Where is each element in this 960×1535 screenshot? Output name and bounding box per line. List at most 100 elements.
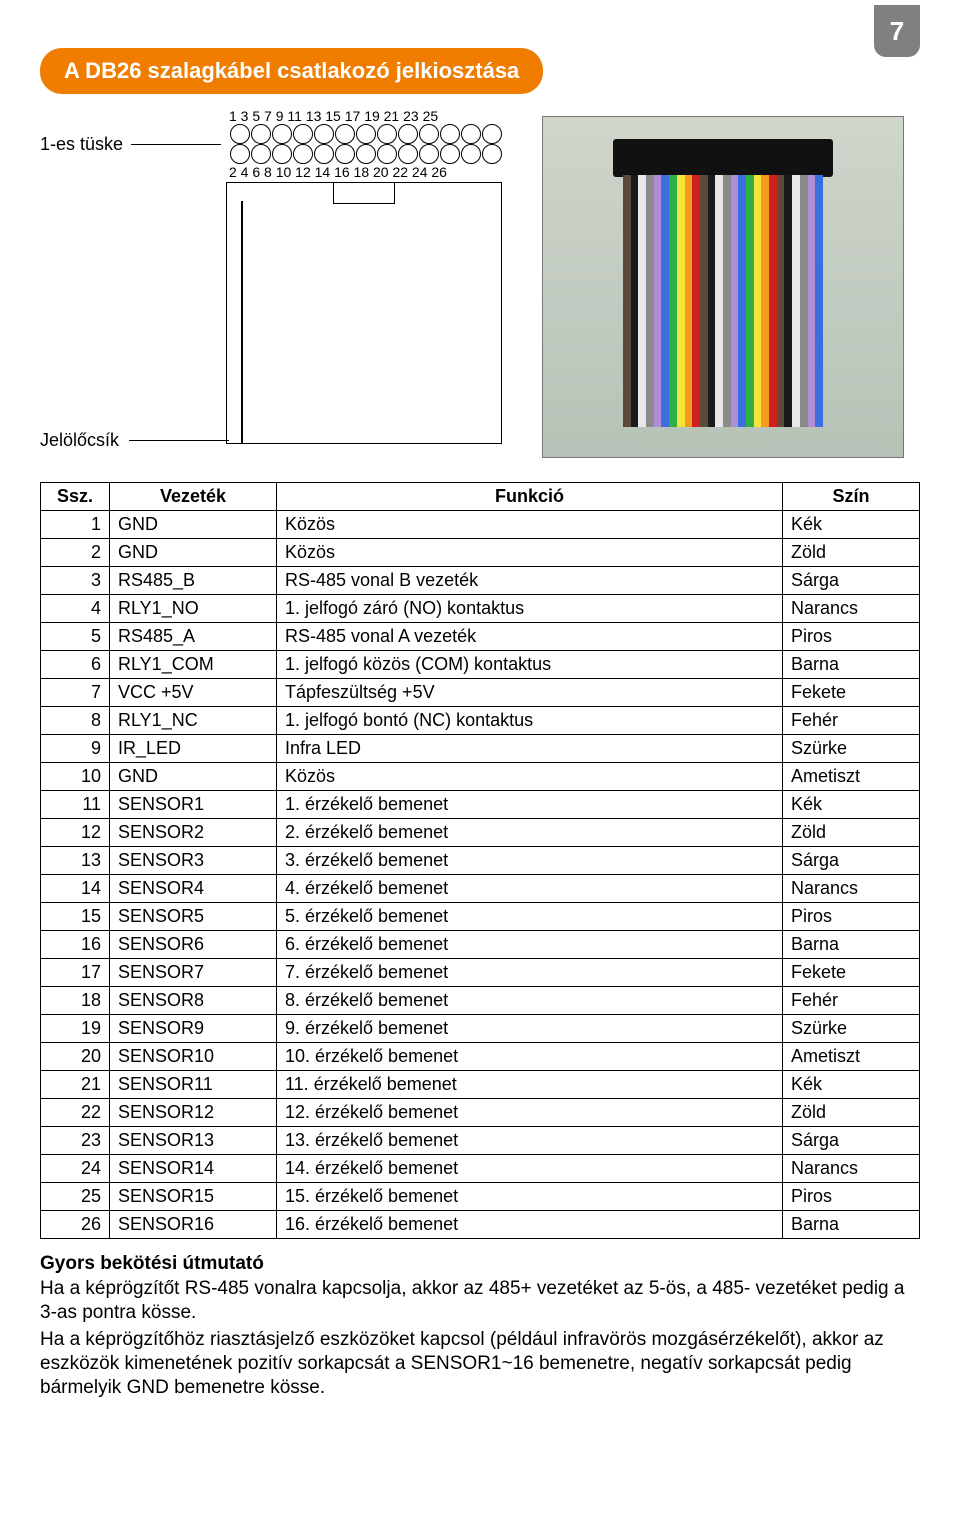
table-cell: Sárga	[783, 567, 920, 595]
table-cell: SENSOR15	[110, 1183, 277, 1211]
table-cell: Közös	[277, 539, 783, 567]
table-row: 21SENSOR1111. érzékelő bemenetKék	[41, 1071, 920, 1099]
col-szin: Szín	[783, 483, 920, 511]
ribbon-stripe	[631, 175, 639, 427]
table-cell: Sárga	[783, 1127, 920, 1155]
table-cell: RS485_B	[110, 567, 277, 595]
table-cell: Fekete	[783, 959, 920, 987]
table-row: 14SENSOR44. érzékelő bemenetNarancs	[41, 875, 920, 903]
table-cell: 12	[41, 819, 110, 847]
table-cell: 15	[41, 903, 110, 931]
table-row: 13SENSOR33. érzékelő bemenetSárga	[41, 847, 920, 875]
pin-top-numbers: 1 3 5 7 9 11 13 15 17 19 21 23 25	[229, 108, 502, 124]
table-cell: SENSOR1	[110, 791, 277, 819]
table-cell: GND	[110, 763, 277, 791]
pin-bottom-row	[229, 144, 502, 164]
table-cell: Kék	[783, 791, 920, 819]
table-cell: 8	[41, 707, 110, 735]
ribbon-stripe	[792, 175, 800, 427]
table-cell: 19	[41, 1015, 110, 1043]
connector-body	[226, 182, 502, 444]
table-cell: 4	[41, 595, 110, 623]
table-row: 2GNDKözösZöld	[41, 539, 920, 567]
table-cell: RLY1_NO	[110, 595, 277, 623]
ribbon-stripe	[815, 175, 823, 427]
table-cell: 25	[41, 1183, 110, 1211]
ribbon-stripe	[723, 175, 731, 427]
table-cell: Narancs	[783, 595, 920, 623]
table-cell: IR_LED	[110, 735, 277, 763]
table-cell: Narancs	[783, 1155, 920, 1183]
ribbon-stripe	[708, 175, 716, 427]
table-cell: Barna	[783, 1211, 920, 1239]
table-cell: SENSOR13	[110, 1127, 277, 1155]
table-cell: Közös	[277, 511, 783, 539]
table-cell: 13. érzékelő bemenet	[277, 1127, 783, 1155]
table-cell: 20	[41, 1043, 110, 1071]
table-row: 3RS485_BRS-485 vonal B vezetékSárga	[41, 567, 920, 595]
guide-paragraph-2: Ha a képrögzítőhöz riasztásjelző eszközö…	[40, 1328, 920, 1401]
table-cell: 4. érzékelő bemenet	[277, 875, 783, 903]
table-row: 5RS485_ARS-485 vonal A vezetékPiros	[41, 623, 920, 651]
ribbon-stripe	[800, 175, 808, 427]
table-cell: Piros	[783, 903, 920, 931]
ribbon-stripe	[661, 175, 669, 427]
table-cell: Közös	[277, 763, 783, 791]
table-cell: 9. érzékelő bemenet	[277, 1015, 783, 1043]
table-cell: Szürke	[783, 735, 920, 763]
table-cell: 1	[41, 511, 110, 539]
table-cell: 11. érzékelő bemenet	[277, 1071, 783, 1099]
table-row: 24SENSOR1414. érzékelő bemenetNarancs	[41, 1155, 920, 1183]
table-row: 4RLY1_NO1. jelfogó záró (NO) kontaktusNa…	[41, 595, 920, 623]
table-row: 22SENSOR1212. érzékelő bemenetZöld	[41, 1099, 920, 1127]
table-row: 11SENSOR11. érzékelő bemenetKék	[41, 791, 920, 819]
table-cell: 17	[41, 959, 110, 987]
table-cell: Piros	[783, 623, 920, 651]
table-cell: 22	[41, 1099, 110, 1127]
table-cell: Zöld	[783, 819, 920, 847]
pin1-label: 1-es tüske	[40, 134, 123, 155]
table-cell: GND	[110, 511, 277, 539]
table-row: 7VCC +5VTápfeszültség +5VFekete	[41, 679, 920, 707]
table-cell: 21	[41, 1071, 110, 1099]
table-cell: Ametiszt	[783, 763, 920, 791]
table-cell: 9	[41, 735, 110, 763]
table-cell: 14	[41, 875, 110, 903]
table-cell: SENSOR11	[110, 1071, 277, 1099]
table-row: 8RLY1_NC1. jelfogó bontó (NC) kontaktusF…	[41, 707, 920, 735]
marker-label: Jelölőcsík	[40, 430, 119, 451]
table-cell: SENSOR10	[110, 1043, 277, 1071]
ribbon-cable-photo	[542, 116, 904, 458]
table-cell: SENSOR6	[110, 931, 277, 959]
table-row: 18SENSOR88. érzékelő bemenetFehér	[41, 987, 920, 1015]
col-vezetek: Vezeték	[110, 483, 277, 511]
section-title: A DB26 szalagkábel csatlakozó jelkiosztá…	[40, 48, 543, 94]
table-cell: 10. érzékelő bemenet	[277, 1043, 783, 1071]
table-cell: SENSOR5	[110, 903, 277, 931]
table-cell: RLY1_NC	[110, 707, 277, 735]
table-row: 1GNDKözösKék	[41, 511, 920, 539]
ribbon-stripe	[784, 175, 792, 427]
table-cell: SENSOR12	[110, 1099, 277, 1127]
table-cell: Zöld	[783, 539, 920, 567]
table-cell: VCC +5V	[110, 679, 277, 707]
table-cell: Ametiszt	[783, 1043, 920, 1071]
table-cell: RS485_A	[110, 623, 277, 651]
ribbon-stripe	[646, 175, 654, 427]
table-cell: Tápfeszültség +5V	[277, 679, 783, 707]
table-cell: 6	[41, 651, 110, 679]
table-cell: 24	[41, 1155, 110, 1183]
table-row: 17SENSOR77. érzékelő bemenetFekete	[41, 959, 920, 987]
table-cell: 13	[41, 847, 110, 875]
table-cell: Kék	[783, 511, 920, 539]
page-number-tab: 7	[874, 5, 920, 57]
table-cell: 11	[41, 791, 110, 819]
table-cell: Sárga	[783, 847, 920, 875]
table-cell: Barna	[783, 651, 920, 679]
table-cell: 23	[41, 1127, 110, 1155]
table-cell: Barna	[783, 931, 920, 959]
table-cell: Infra LED	[277, 735, 783, 763]
table-cell: RS-485 vonal A vezeték	[277, 623, 783, 651]
ribbon-stripe	[677, 175, 685, 427]
table-cell: Szürke	[783, 1015, 920, 1043]
